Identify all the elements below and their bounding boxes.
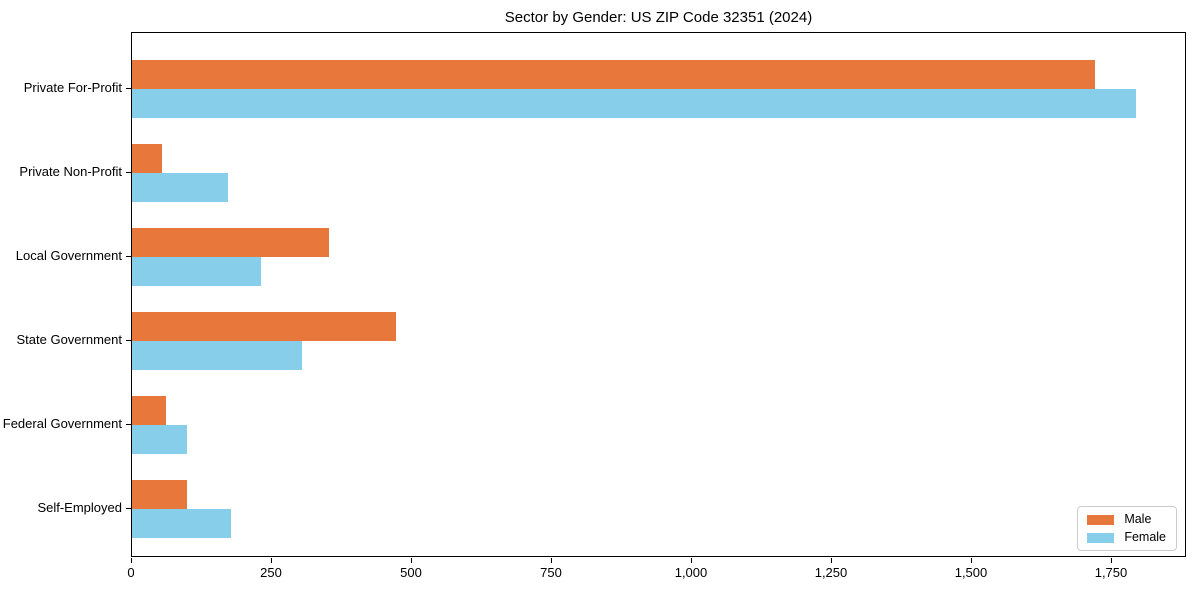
x-tick-label-0: 0 — [127, 565, 135, 580]
x-tick-label-1-250: 1,250 — [814, 565, 848, 580]
x-tick-label-750: 750 — [540, 565, 562, 580]
legend-label-female: Female — [1124, 530, 1166, 544]
y-tick-mark — [126, 255, 131, 257]
female-swatch-icon — [1087, 532, 1115, 543]
x-tick-mark — [691, 558, 692, 563]
plot-area: Male Female — [131, 32, 1186, 557]
bar-male-state-government — [132, 312, 396, 342]
y-tick-mark — [126, 87, 131, 89]
x-tick-mark — [131, 558, 132, 563]
legend-entry-male: Male — [1087, 513, 1166, 526]
y-tick-label-self-employed: Self-Employed — [37, 500, 122, 516]
x-tick-mark — [551, 558, 552, 563]
x-tick-mark — [271, 558, 272, 563]
male-swatch-icon — [1087, 514, 1115, 525]
bar-female-local-government — [132, 256, 261, 286]
chart-title: Sector by Gender: US ZIP Code 32351 (202… — [504, 9, 813, 26]
bar-male-private-non-profit — [132, 143, 162, 173]
x-tick-mark — [831, 558, 832, 563]
bar-female-private-for-profit — [132, 88, 1136, 118]
y-tick-mark — [126, 171, 131, 173]
x-tick-mark — [971, 558, 972, 563]
x-tick-label-250: 250 — [260, 565, 282, 580]
x-tick-mark — [1111, 558, 1112, 563]
legend-entry-female: Female — [1087, 531, 1166, 544]
bar-female-federal-government — [132, 425, 187, 455]
bar-male-self-employed — [132, 480, 187, 510]
y-tick-label-federal-government: Federal Government — [2, 416, 122, 432]
y-tick-label-private-non-profit: Private Non-Profit — [19, 163, 122, 179]
bar-female-self-employed — [132, 509, 231, 539]
bar-male-federal-government — [132, 396, 166, 426]
legend: Male Female — [1077, 506, 1177, 551]
y-tick-mark — [126, 424, 131, 426]
y-tick-mark — [126, 340, 131, 342]
y-tick-label-state-government: State Government — [16, 332, 123, 348]
bar-male-local-government — [132, 227, 329, 257]
bar-female-state-government — [132, 341, 302, 371]
bar-female-private-non-profit — [132, 172, 228, 202]
x-tick-label-1-750: 1,750 — [1094, 565, 1128, 580]
x-tick-label-500: 500 — [400, 565, 422, 580]
y-tick-label-local-government: Local Government — [15, 247, 122, 263]
legend-label-male: Male — [1124, 512, 1152, 526]
y-tick-mark — [126, 508, 131, 510]
y-tick-label-private-for-profit: Private For-Profit — [23, 79, 122, 95]
x-tick-mark — [411, 558, 412, 563]
bar-male-private-for-profit — [132, 59, 1095, 89]
x-tick-label-1-000: 1,000 — [674, 565, 708, 580]
x-tick-label-1-500: 1,500 — [954, 565, 988, 580]
